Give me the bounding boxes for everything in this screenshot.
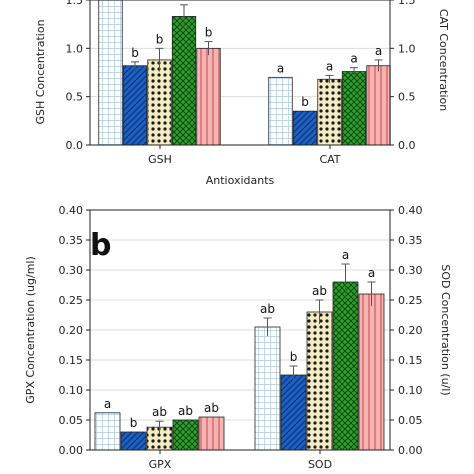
significance-letter: b	[131, 46, 139, 60]
significance-letter: a	[368, 266, 375, 280]
x-axis-title: Antioxidants	[206, 174, 275, 187]
category-labels: GSH CAT	[148, 145, 341, 166]
significance-letter: b	[301, 95, 309, 109]
y-axis-title-right: SOD Concentration (u/l)	[439, 264, 452, 395]
panel-a: b b b a b a a a 0.0 0.5 1.0 1.5 0.0 0.5 1.0 1.5 GSH CA…	[34, 0, 450, 187]
significance-letter: ab	[152, 405, 167, 419]
bar-sod-pink-lines	[358, 293, 385, 451]
bar-gpx-green-cross	[172, 419, 199, 451]
bar-sod-blue-hatch	[280, 374, 307, 451]
bar-gsh-pink-lines	[196, 47, 221, 146]
significance-letter: ab	[204, 401, 219, 415]
y-tick-label-right: 0.5	[398, 91, 416, 104]
bar-gpx-blue-hatch	[120, 431, 147, 451]
y-axis-title-right: CAT Concentration	[437, 9, 450, 111]
y-tick-label-right: 0.25	[398, 294, 423, 307]
significance-letter: ab	[260, 302, 275, 316]
significance-letter: a	[342, 248, 349, 262]
y-tick-label-right: 0.40	[398, 204, 423, 217]
bar-sod-dots	[306, 311, 333, 451]
panel-label: b	[90, 228, 111, 263]
significance-letter: a	[375, 44, 382, 58]
category-labels: GPX SOD	[149, 450, 332, 471]
left-axis-ticks: 0.0 0.5 1.0 1.5	[66, 0, 90, 152]
significance-letter: b	[156, 32, 164, 46]
y-tick-label-left: 0.05	[59, 414, 84, 427]
y-tick-label-right: 0.35	[398, 234, 423, 247]
y-tick-label-left: 0.35	[59, 234, 84, 247]
y-tick-label-right: 0.00	[398, 444, 423, 457]
y-tick-label-right: 0.30	[398, 264, 423, 277]
bar-sod-green-cross	[332, 281, 359, 451]
significance-letter: a	[277, 61, 284, 75]
significance-letter: b	[130, 416, 138, 430]
y-tick-label-left: 0.0	[66, 139, 84, 152]
significance-letter: b	[205, 26, 213, 40]
bar-gpx-grid	[94, 412, 121, 451]
y-tick-label-right: 0.10	[398, 384, 423, 397]
significance-letter: a	[350, 52, 357, 66]
significance-letter: b	[290, 350, 298, 364]
y-tick-label-left: 0.25	[59, 294, 84, 307]
y-tick-label-right: 0.15	[398, 354, 423, 367]
bar-sod-grid	[254, 326, 281, 451]
bar-cat-pink-lines	[366, 65, 391, 146]
bar-gsh-grid	[98, 0, 123, 146]
right-axis-ticks: 0.0 0.5 1.0 1.5	[390, 0, 416, 152]
y-tick-label-left: 0.15	[59, 354, 84, 367]
bar-cat-green-cross	[341, 71, 367, 146]
y-tick-label-left: 0.30	[59, 264, 84, 277]
y-tick-label-right: 0.20	[398, 324, 423, 337]
bar-gpx-pink-lines	[198, 416, 225, 451]
y-tick-label-right: 0.05	[398, 414, 423, 427]
x-tick-label: CAT	[319, 153, 340, 166]
y-tick-label-left: 1.0	[66, 42, 84, 55]
y-axis-title-left: GSH Concentration	[34, 19, 47, 124]
significance-letter: a	[326, 59, 333, 73]
x-tick-label: GPX	[149, 458, 172, 471]
left-axis-ticks: 0.00 0.05 0.10 0.15 0.20 0.25 0.30 0.35 0.40	[59, 204, 90, 457]
plot-frame	[89, 0, 391, 146]
y-tick-label-left: 0.20	[59, 324, 84, 337]
y-tick-label-left: 0.10	[59, 384, 84, 397]
y-tick-label-left: 0.40	[59, 204, 84, 217]
y-tick-label-right: 1.5	[398, 0, 416, 7]
y-tick-label-left: 0.00	[59, 444, 84, 457]
bar-cat-grid	[268, 76, 293, 146]
y-axis-title-left: GPX Concentration (ug/ml)	[24, 256, 37, 404]
y-tick-label-right: 1.0	[398, 42, 416, 55]
bar-cat-blue-hatch	[292, 110, 318, 146]
y-tick-label-left: 0.5	[66, 91, 84, 104]
bar-gsh-blue-hatch	[122, 65, 148, 146]
y-tick-label-right: 0.0	[398, 139, 416, 152]
y-tick-label-left: 1.5	[66, 0, 84, 7]
bar-gsh-dots	[147, 59, 172, 146]
significance-letter: a	[104, 397, 111, 411]
right-axis-ticks: 0.00 0.05 0.10 0.15 0.20 0.25 0.30 0.35 0.40	[390, 204, 423, 457]
bar-gsh-green-cross	[171, 16, 197, 146]
x-tick-label: GSH	[148, 153, 172, 166]
bar-cat-dots	[317, 78, 342, 146]
bars: b b b a b a a a	[98, 0, 391, 146]
significance-letter: ab	[178, 404, 193, 418]
x-tick-label: SOD	[308, 458, 332, 471]
significance-letter: ab	[312, 284, 327, 298]
